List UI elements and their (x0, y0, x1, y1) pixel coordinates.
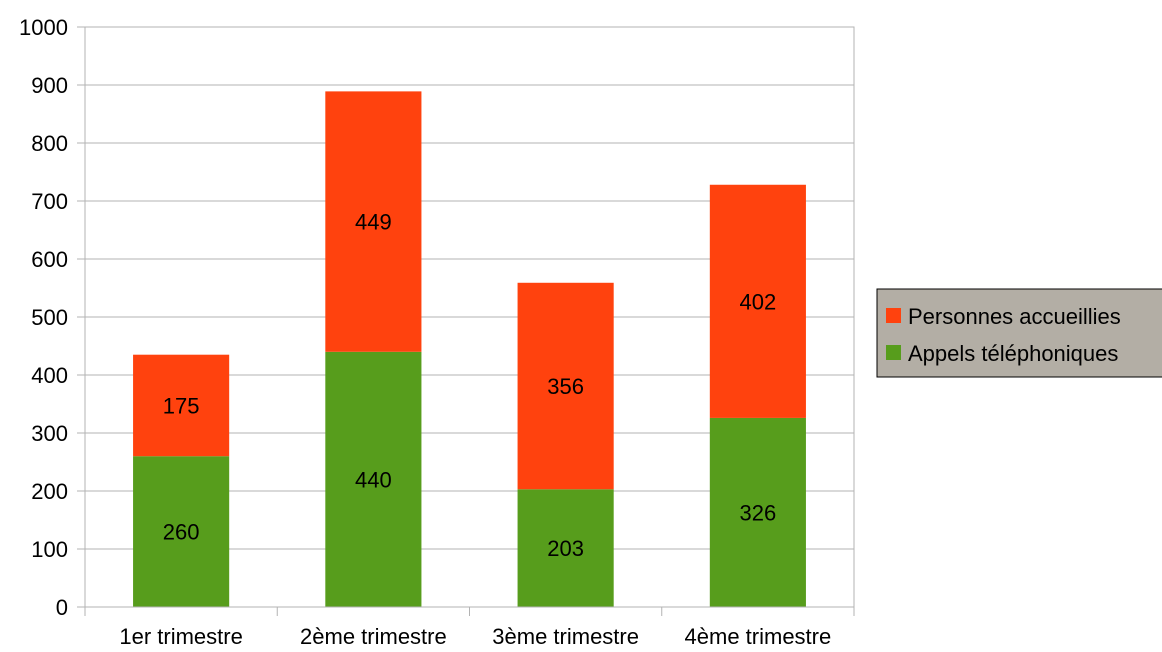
bars (133, 91, 806, 607)
data-label: 356 (547, 374, 584, 399)
y-tick-label: 500 (31, 305, 68, 330)
bar-segment (133, 456, 230, 607)
y-tick-label: 100 (31, 537, 68, 562)
x-category-label: 3ème trimestre (492, 624, 639, 649)
y-tick-label: 900 (31, 73, 68, 98)
axes: 0 100 200 300 400 500 600 700 800 900 1000 1er trim… (19, 15, 855, 649)
legend-box (876, 288, 1162, 378)
y-tick-label: 600 (31, 247, 68, 272)
data-label: 440 (355, 467, 392, 492)
data-label: 326 (740, 500, 777, 525)
legend-swatch (886, 308, 901, 323)
x-category-label: 2ème trimestre (300, 624, 447, 649)
x-category-label: 4ème trimestre (685, 624, 832, 649)
bar-segment (325, 351, 422, 607)
legend: Personnes accueillies Appels téléphonique… (876, 288, 1162, 378)
data-label: 402 (740, 289, 777, 314)
bar-segment (517, 489, 614, 607)
data-label: 175 (163, 393, 200, 418)
x-category-label: 1er trimestre (119, 624, 242, 649)
y-tick-label: 800 (31, 131, 68, 156)
y-tick-label: 1000 (19, 15, 68, 40)
data-label: 449 (355, 210, 392, 235)
y-tick-label: 400 (31, 363, 68, 388)
y-tick-label: 300 (31, 421, 68, 446)
bar-segment (709, 184, 806, 418)
bar-segment (133, 354, 230, 457)
data-labels: 260 175 440 449 203 356 326 402 (163, 210, 776, 562)
bar-segment (325, 91, 422, 352)
data-label: 260 (163, 520, 200, 545)
bar-segment (709, 417, 806, 607)
legend-swatch (886, 345, 901, 360)
data-label: 203 (547, 536, 584, 561)
legend-label: Personnes accueillies (908, 304, 1121, 329)
legend-label: Appels téléphoniques (908, 341, 1118, 366)
bar-segment (517, 282, 614, 490)
y-tick-label: 0 (56, 595, 68, 620)
y-tick-label: 700 (31, 189, 68, 214)
y-tick-label: 200 (31, 479, 68, 504)
